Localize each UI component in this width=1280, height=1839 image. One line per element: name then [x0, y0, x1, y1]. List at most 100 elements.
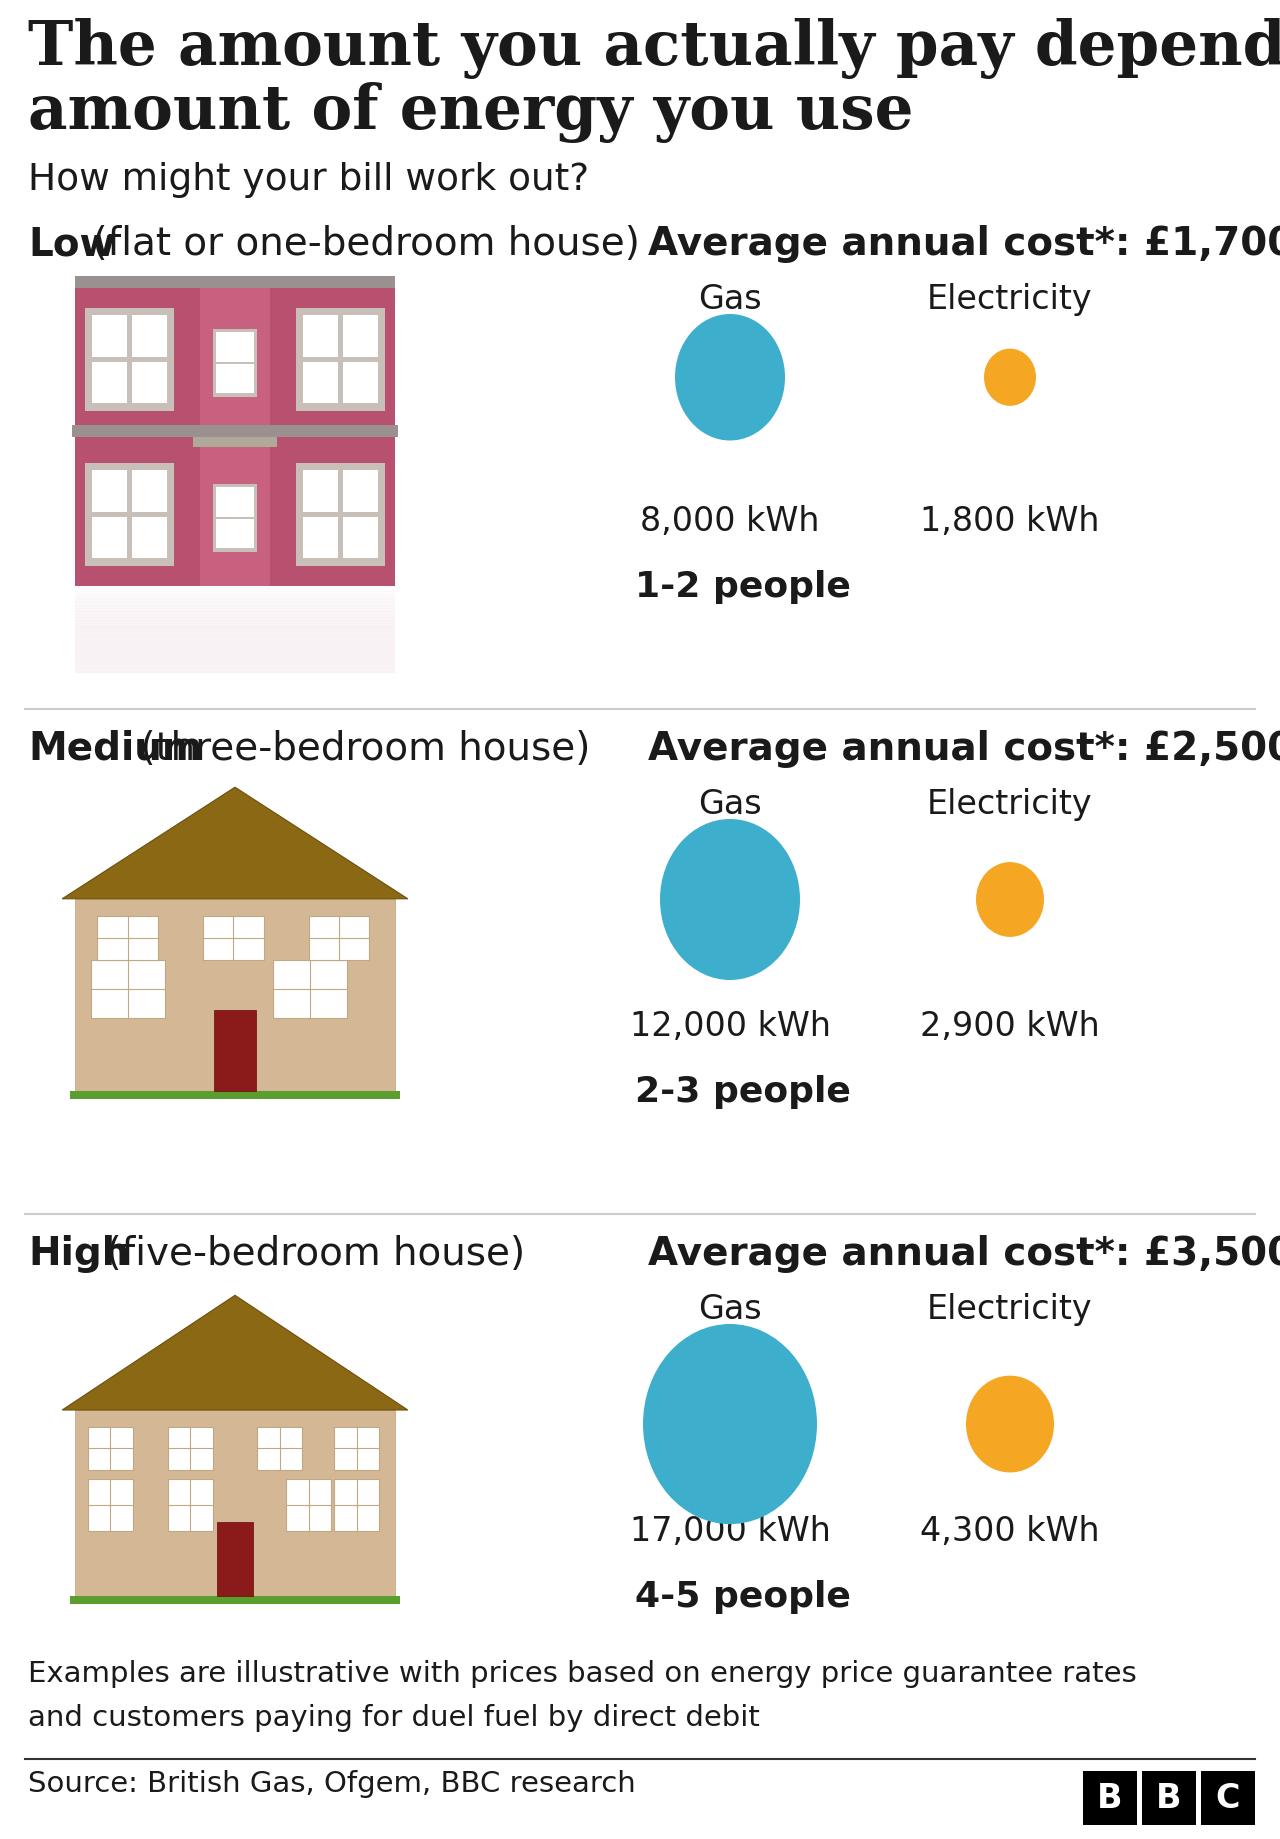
Bar	[76, 600, 396, 603]
Text: How might your bill work out?: How might your bill work out?	[28, 162, 589, 199]
Bar	[76, 653, 396, 657]
Bar	[216, 487, 253, 550]
Bar	[76, 669, 396, 673]
Bar	[76, 623, 396, 627]
Text: (three-bedroom house): (three-bedroom house)	[128, 730, 590, 767]
Bar	[76, 640, 396, 644]
Bar	[76, 620, 396, 623]
Bar	[296, 463, 385, 566]
Bar	[1201, 1771, 1254, 1824]
Bar	[76, 594, 396, 598]
Bar	[303, 471, 378, 559]
Bar	[287, 1479, 332, 1532]
Text: Low: Low	[28, 224, 115, 263]
Text: Average annual cost*: £2,500: Average annual cost*: £2,500	[648, 730, 1280, 767]
Bar	[76, 614, 396, 618]
Polygon shape	[63, 787, 408, 899]
Bar	[308, 916, 370, 960]
Bar	[76, 609, 396, 612]
Text: Electricity: Electricity	[927, 283, 1093, 316]
Bar	[76, 645, 396, 651]
Polygon shape	[63, 1296, 408, 1411]
Text: (five-bedroom house): (five-bedroom house)	[93, 1234, 525, 1273]
Bar	[168, 1479, 212, 1532]
Ellipse shape	[984, 349, 1036, 406]
Bar	[76, 899, 396, 1091]
Bar	[97, 916, 159, 960]
Ellipse shape	[660, 820, 800, 980]
Bar	[76, 668, 396, 671]
Bar	[76, 585, 396, 590]
Text: (flat or one-bedroom house): (flat or one-bedroom house)	[79, 224, 640, 263]
Bar	[76, 585, 396, 590]
Bar	[76, 592, 396, 596]
Bar	[76, 640, 396, 644]
Bar	[76, 649, 396, 653]
Bar	[214, 1011, 256, 1091]
Text: B: B	[1156, 1782, 1181, 1815]
Bar	[338, 471, 343, 559]
Bar	[76, 598, 396, 601]
Bar	[76, 592, 396, 596]
Bar	[76, 609, 396, 612]
Bar	[274, 960, 347, 1019]
Bar	[76, 653, 396, 657]
Bar	[76, 605, 396, 611]
Text: 4-5 people: 4-5 people	[635, 1580, 851, 1613]
Bar	[76, 618, 396, 622]
Bar	[204, 916, 264, 960]
Bar	[212, 329, 257, 397]
Bar	[76, 588, 396, 592]
Bar	[76, 655, 396, 658]
Bar	[76, 645, 396, 651]
Bar	[76, 644, 396, 647]
Bar	[200, 278, 270, 587]
Bar	[76, 660, 396, 664]
Bar	[168, 1427, 212, 1469]
Bar	[84, 309, 174, 412]
Bar	[70, 1596, 399, 1604]
Bar	[334, 1479, 379, 1532]
Ellipse shape	[977, 862, 1044, 938]
Bar	[76, 660, 396, 664]
Bar	[84, 463, 174, 566]
Bar	[216, 362, 253, 364]
Bar	[76, 278, 396, 289]
Text: Gas: Gas	[698, 787, 762, 820]
Text: 1-2 people: 1-2 people	[635, 570, 851, 603]
Ellipse shape	[643, 1324, 817, 1525]
Text: 8,000 kWh: 8,000 kWh	[640, 504, 819, 537]
Bar	[76, 655, 396, 658]
Bar	[76, 588, 396, 592]
Text: Average annual cost*: £1,700: Average annual cost*: £1,700	[648, 224, 1280, 263]
Bar	[76, 664, 396, 668]
Bar	[76, 278, 396, 587]
Bar	[76, 603, 396, 607]
Text: Average annual cost*: £3,500: Average annual cost*: £3,500	[648, 1234, 1280, 1273]
Bar	[303, 513, 378, 517]
Bar	[92, 513, 166, 517]
Text: 2-3 people: 2-3 people	[635, 1074, 851, 1109]
Bar	[76, 658, 396, 662]
Bar	[92, 316, 166, 405]
Bar	[88, 1427, 133, 1469]
Text: Gas: Gas	[698, 283, 762, 316]
Bar	[92, 471, 166, 559]
Text: amount of energy you use: amount of energy you use	[28, 83, 914, 143]
Bar	[76, 633, 396, 636]
Ellipse shape	[675, 314, 785, 441]
Bar	[76, 625, 396, 631]
Bar	[70, 1091, 399, 1100]
Bar	[76, 605, 396, 611]
Bar	[76, 618, 396, 622]
Bar	[76, 644, 396, 647]
Text: High: High	[28, 1234, 129, 1273]
Text: The amount you actually pay depends on the: The amount you actually pay depends on t…	[28, 18, 1280, 79]
Bar	[338, 316, 343, 405]
Bar	[76, 638, 396, 642]
Bar	[76, 612, 396, 616]
Text: 2,900 kWh: 2,900 kWh	[920, 1010, 1100, 1043]
Bar	[127, 471, 132, 559]
Bar	[88, 1479, 133, 1532]
Text: Electricity: Electricity	[927, 787, 1093, 820]
